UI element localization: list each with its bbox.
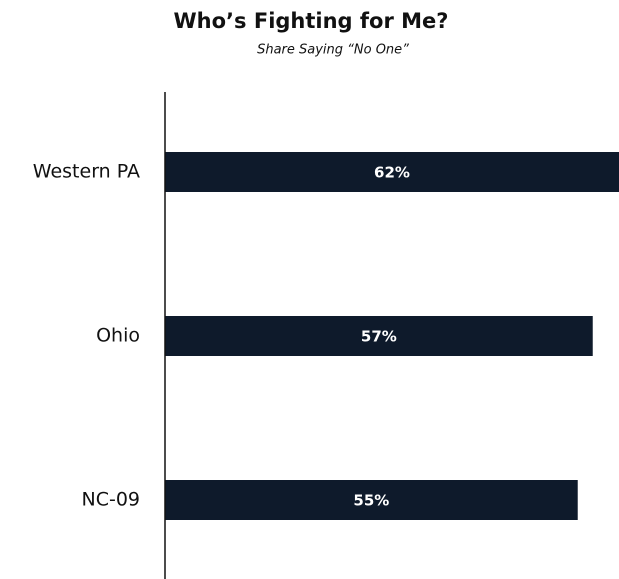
y-tick-label: NC-09 <box>81 489 140 511</box>
chart-title: Who’s Fighting for Me? <box>174 9 449 33</box>
bar <box>165 480 578 520</box>
data-label: 55% <box>353 492 389 510</box>
bar <box>165 152 619 192</box>
data-label: 57% <box>361 328 397 346</box>
y-tick-label: Western PA <box>33 161 140 183</box>
plot <box>165 152 619 520</box>
bar <box>165 316 593 356</box>
y-tick-label: Ohio <box>96 325 140 347</box>
chart-subtitle: Share Saying “No One” <box>257 43 409 58</box>
data-label: 62% <box>374 164 410 182</box>
